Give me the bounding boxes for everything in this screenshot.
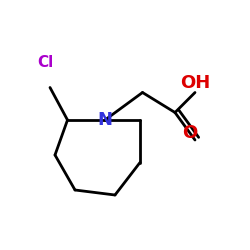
Text: O: O: [182, 124, 198, 142]
Text: Cl: Cl: [37, 55, 53, 70]
Text: OH: OH: [180, 74, 210, 92]
Text: N: N: [98, 111, 112, 129]
